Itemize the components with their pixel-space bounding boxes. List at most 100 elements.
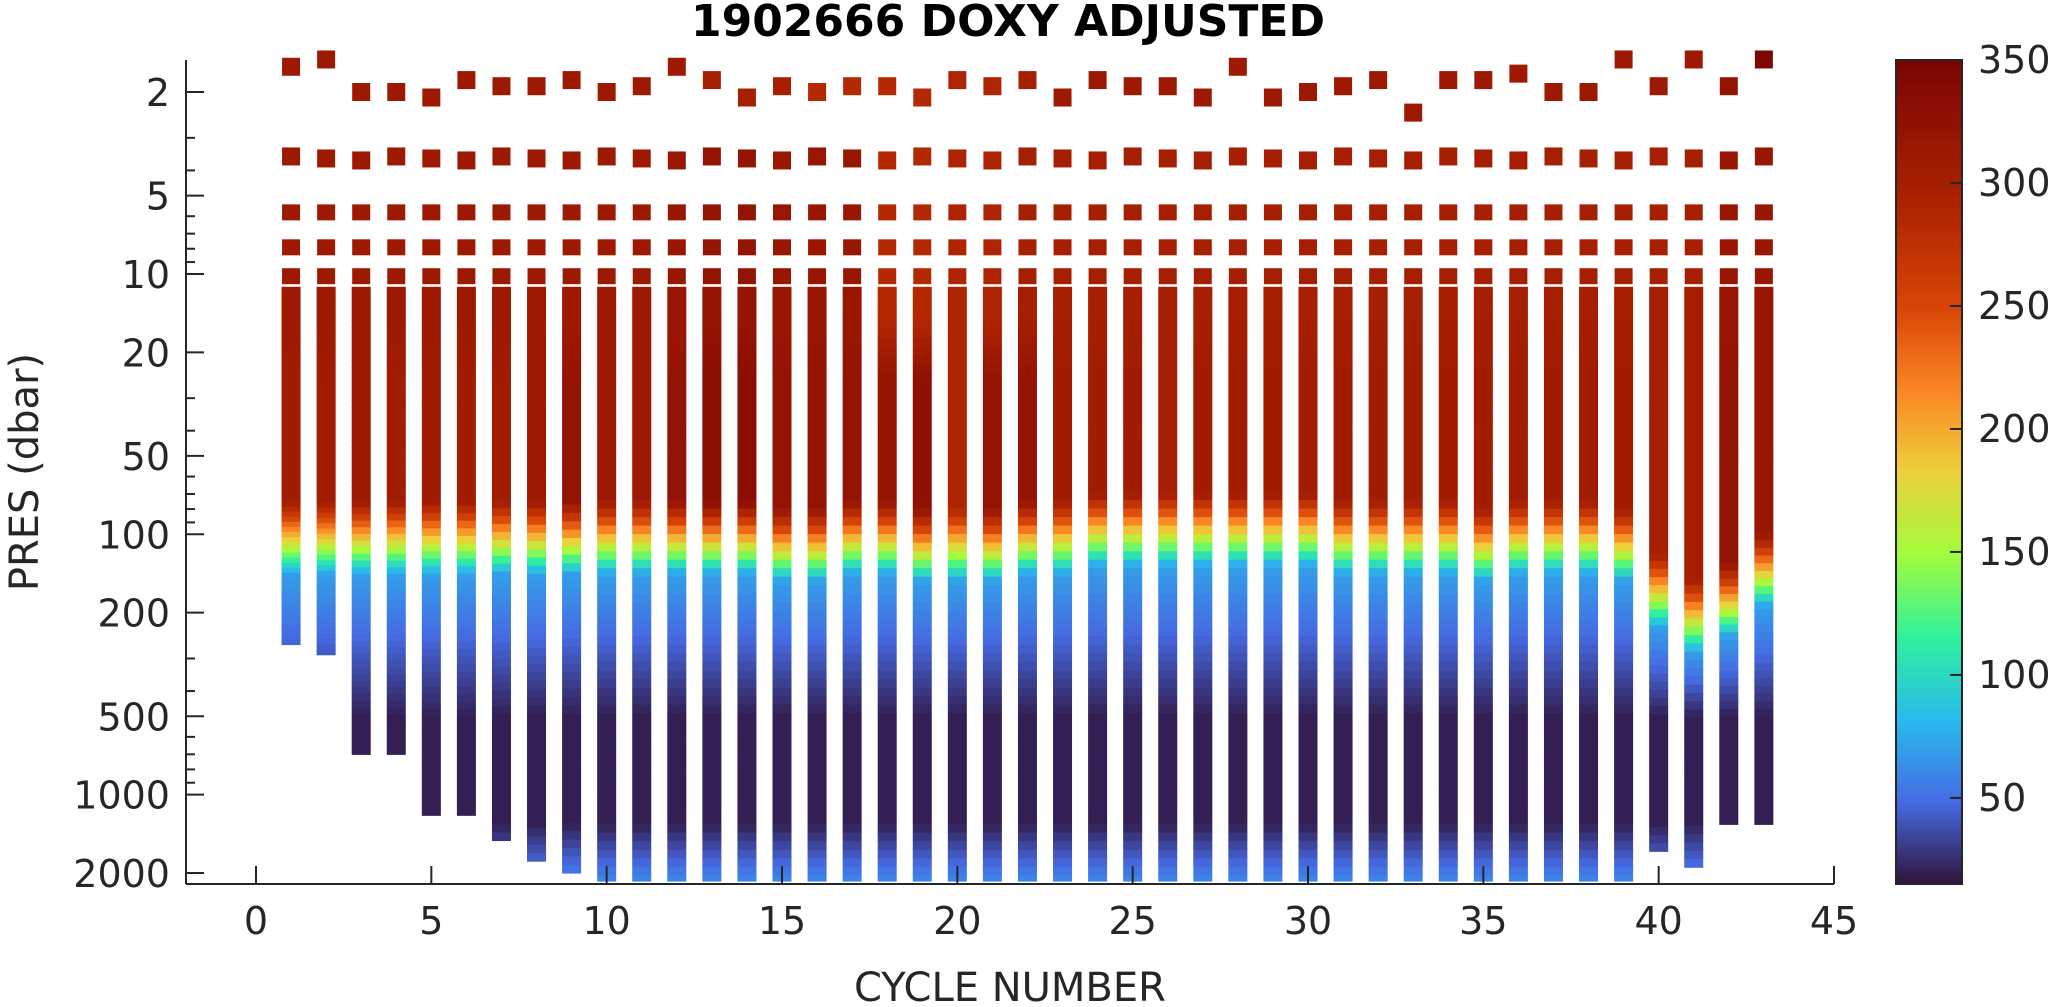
profile-segment-28-50 — [1228, 713, 1248, 723]
profile-segment-22-68 — [1017, 866, 1037, 876]
profile-segment-24-56 — [1088, 764, 1108, 774]
profile-segment-1-37 — [281, 475, 301, 482]
sample-point-5-2 — [422, 268, 441, 285]
profile-segment-28-26 — [1228, 508, 1248, 518]
sample-point-11-1 — [632, 239, 651, 256]
profile-segment-33-33 — [1403, 568, 1423, 578]
profile-segment-2-38 — [316, 486, 336, 493]
profile-segment-30-50 — [1298, 713, 1318, 723]
profile-segment-27-63 — [1193, 824, 1213, 834]
profile-segment-10-62 — [597, 815, 617, 825]
profile-segment-21-9 — [982, 363, 1002, 373]
profile-segment-15-3 — [772, 312, 792, 322]
surface-point-1 — [282, 57, 301, 76]
profile-segment-29-56 — [1263, 764, 1283, 774]
profile-segment-23-43 — [1053, 653, 1073, 663]
profile-segment-11-28 — [632, 525, 652, 535]
profile-segment-19-51 — [912, 721, 932, 731]
shallow-point-32 — [1369, 149, 1388, 168]
profile-segment-16-6 — [807, 337, 827, 348]
sample-point-4-2 — [387, 268, 406, 285]
profile-segment-14-26 — [737, 508, 757, 518]
profile-segment-1-21 — [281, 394, 301, 400]
profile-segment-2-17 — [316, 376, 336, 382]
profile-segment-24-15 — [1088, 414, 1108, 424]
profile-segment-11-60 — [632, 798, 652, 808]
profile-segment-7-19 — [491, 437, 511, 446]
profile-segment-13-23 — [702, 482, 722, 493]
profile-segment-19-44 — [912, 662, 932, 672]
profile-segment-31-11 — [1333, 380, 1353, 390]
profile-segment-35-20 — [1473, 457, 1493, 467]
profile-segment-31-59 — [1333, 789, 1353, 800]
profile-segment-25-65 — [1123, 841, 1143, 851]
profile-segment-9-28 — [562, 521, 582, 531]
profile-segment-17-64 — [842, 832, 862, 842]
colorbar-tick-label-100: 100 — [1978, 653, 2049, 697]
profile-segment-41-15 — [1684, 411, 1704, 421]
profile-segment-3-60 — [351, 687, 371, 695]
profile-segment-26-1 — [1158, 295, 1178, 305]
profile-segment-13-3 — [702, 312, 722, 322]
profile-segment-23-5 — [1053, 329, 1073, 339]
profile-segment-9-32 — [562, 554, 582, 564]
profile-segment-1-0 — [281, 286, 301, 293]
profile-segment-36-56 — [1508, 764, 1528, 774]
profile-segment-39-5 — [1614, 329, 1634, 339]
profile-segment-6-62 — [456, 754, 476, 763]
profile-segment-23-8 — [1053, 355, 1073, 365]
profile-segment-38-1 — [1579, 295, 1599, 305]
profile-segment-24-48 — [1088, 696, 1108, 706]
profile-segment-42-38 — [1719, 578, 1739, 587]
profile-segment-22-43 — [1017, 653, 1037, 663]
profile-segment-17-14 — [842, 406, 862, 416]
profile-segment-30-34 — [1298, 576, 1318, 586]
profile-segment-30-62 — [1298, 815, 1318, 825]
sample-point-27-1 — [1193, 239, 1212, 256]
profile-segment-3-15 — [351, 386, 371, 395]
profile-segment-16-29 — [807, 534, 827, 544]
profile-segment-9-38 — [562, 605, 582, 614]
profile-segment-39-26 — [1614, 508, 1634, 518]
profile-segment-14-16 — [737, 423, 757, 433]
profile-segment-8-58 — [527, 762, 547, 772]
profile-segment-6-69 — [456, 807, 476, 816]
profile-segment-8-48 — [527, 680, 547, 690]
profile-segment-13-30 — [702, 542, 722, 552]
profile-segment-26-46 — [1158, 679, 1178, 689]
profile-segment-20-59 — [947, 789, 967, 800]
profile-segment-6-0 — [456, 286, 476, 295]
profile-segment-6-35 — [456, 551, 476, 560]
profile-segment-6-51 — [456, 671, 476, 680]
profile-segment-31-63 — [1333, 824, 1353, 834]
surface-point-41 — [1684, 50, 1703, 69]
profile-segment-25-57 — [1123, 772, 1143, 783]
profile-segment-14-13 — [737, 397, 757, 407]
shallow-point-15 — [773, 151, 791, 170]
profile-segment-29-39 — [1263, 619, 1283, 629]
profile-cycle-10 — [597, 83, 617, 882]
profile-segment-39-47 — [1614, 687, 1634, 697]
profile-segment-16-28 — [807, 525, 827, 535]
profile-segment-2-27 — [316, 428, 336, 435]
profile-segment-17-2 — [842, 303, 862, 313]
profile-segment-28-63 — [1228, 824, 1248, 834]
profile-segment-13-8 — [702, 355, 722, 365]
profile-segment-16-43 — [807, 653, 827, 663]
profile-segment-17-7 — [842, 346, 862, 356]
sample-point-5-0 — [422, 204, 441, 221]
profile-segment-26-49 — [1158, 704, 1178, 714]
profile-segment-16-69 — [807, 875, 827, 882]
profile-segment-12-3 — [667, 312, 687, 322]
profile-segment-33-17 — [1403, 431, 1423, 441]
profile-segment-4-6 — [386, 326, 406, 335]
profile-segment-22-31 — [1017, 551, 1037, 561]
profile-segment-17-51 — [842, 721, 862, 731]
profile-segment-22-27 — [1017, 517, 1037, 527]
profile-segment-22-8 — [1017, 355, 1037, 365]
profile-segment-27-37 — [1193, 602, 1213, 612]
profile-segment-19-42 — [912, 644, 932, 655]
profile-segment-24-35 — [1088, 585, 1108, 595]
profile-segment-33-3 — [1403, 312, 1423, 322]
profile-segment-21-62 — [982, 815, 1002, 825]
